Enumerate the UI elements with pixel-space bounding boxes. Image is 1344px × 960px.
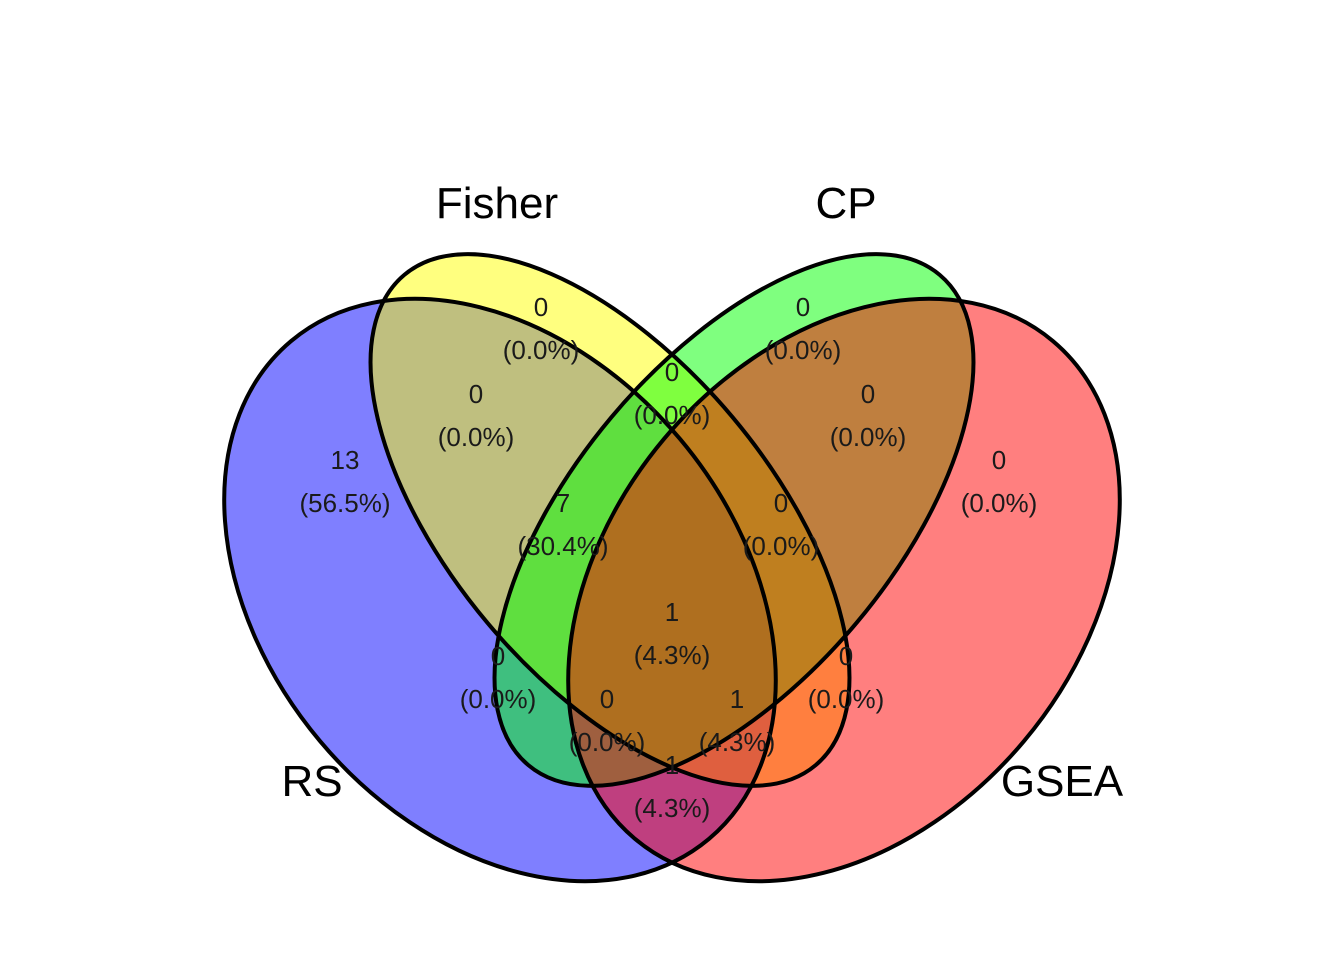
region-fisher-cp-gsea: 0 (0.0%): [743, 488, 820, 561]
region-rs-fisher-cp: 7 (30.4%): [517, 488, 608, 561]
region-cp-only: 0 (0.0%): [765, 292, 842, 365]
region-percent: (4.3%): [634, 793, 711, 823]
region-rs-cp: 0 (0.0%): [460, 641, 537, 714]
region-count: 0: [600, 684, 614, 714]
region-count: 0: [839, 641, 853, 671]
region-percent: (0.0%): [569, 727, 646, 757]
set-label-rs: RS: [281, 757, 342, 806]
region-percent: (0.0%): [743, 531, 820, 561]
region-percent: (30.4%): [517, 531, 608, 561]
region-count: 0: [665, 357, 679, 387]
set-label-cp: CP: [815, 179, 876, 228]
region-count: 0: [534, 292, 548, 322]
region-fisher-gsea: 0 (0.0%): [808, 641, 885, 714]
region-count: 0: [469, 379, 483, 409]
region-percent: (0.0%): [808, 684, 885, 714]
region-all-four: 1 (4.3%): [634, 597, 711, 670]
set-labels: RS Fisher CP GSEA: [281, 179, 1123, 806]
region-percent: (4.3%): [699, 727, 776, 757]
region-count: 0: [992, 445, 1006, 475]
region-percent: (0.0%): [460, 684, 537, 714]
region-gsea-only: 0 (0.0%): [961, 445, 1038, 518]
region-percent: (0.0%): [438, 422, 515, 452]
set-label-fisher: Fisher: [436, 179, 558, 228]
region-count: 1: [730, 684, 744, 714]
region-count: 13: [331, 445, 360, 475]
region-count: 0: [861, 379, 875, 409]
region-rs-cp-gsea: 0 (0.0%): [569, 684, 646, 757]
region-rs-only: 13 (56.5%): [299, 445, 390, 518]
region-percent: (56.5%): [299, 488, 390, 518]
region-percent: (0.0%): [634, 400, 711, 430]
region-rs-gsea: 1 (4.3%): [634, 750, 711, 823]
region-count: 0: [796, 292, 810, 322]
region-count: 0: [491, 641, 505, 671]
region-count: 7: [556, 488, 570, 518]
region-percent: (0.0%): [830, 422, 907, 452]
region-labels: 13 (56.5%) 0 (0.0%) 0 (0.0%) 0 (0.0%) 0 …: [299, 292, 1037, 823]
region-rs-fisher-gsea: 1 (4.3%): [699, 684, 776, 757]
set-fills: [111, 172, 1233, 960]
region-rs-fisher: 0 (0.0%): [438, 379, 515, 452]
region-count: 1: [665, 597, 679, 627]
region-cp-gsea: 0 (0.0%): [830, 379, 907, 452]
region-fisher-only: 0 (0.0%): [503, 292, 580, 365]
region-percent: (0.0%): [765, 335, 842, 365]
region-percent: (4.3%): [634, 640, 711, 670]
set-label-gsea: GSEA: [1001, 757, 1124, 806]
region-percent: (0.0%): [503, 335, 580, 365]
region-fisher-cp: 0 (0.0%): [634, 357, 711, 430]
region-percent: (0.0%): [961, 488, 1038, 518]
region-count: 0: [774, 488, 788, 518]
region-count: 1: [665, 750, 679, 780]
